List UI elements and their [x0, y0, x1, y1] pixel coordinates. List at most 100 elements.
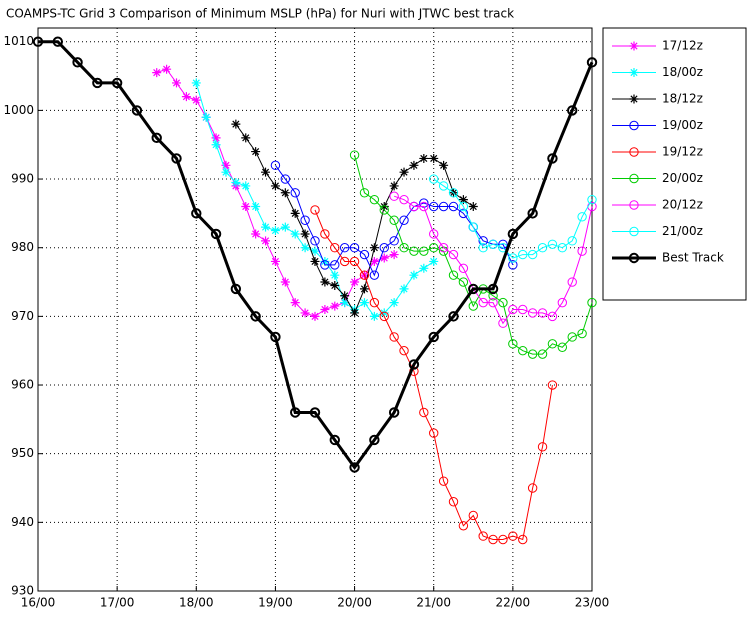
- legend-label: 21/00z: [662, 224, 703, 238]
- marker: [389, 236, 399, 246]
- marker: [251, 202, 261, 212]
- marker: [32, 36, 44, 47]
- marker: [429, 428, 439, 438]
- marker: [567, 277, 577, 287]
- marker: [261, 167, 271, 177]
- marker: [359, 298, 369, 308]
- marker: [448, 497, 459, 507]
- legend-marker: [629, 94, 639, 104]
- marker: [448, 270, 459, 280]
- marker: [290, 208, 300, 218]
- y-tick-label: 990: [11, 172, 34, 186]
- marker: [488, 239, 498, 249]
- marker: [448, 201, 459, 212]
- marker: [251, 147, 261, 157]
- marker: [230, 283, 242, 295]
- legend-marker: [629, 41, 639, 51]
- marker: [399, 215, 409, 225]
- marker: [379, 253, 389, 263]
- marker: [111, 77, 123, 89]
- marker: [567, 105, 578, 116]
- marker: [438, 181, 449, 191]
- marker: [458, 263, 469, 274]
- marker: [498, 534, 508, 545]
- marker: [261, 222, 271, 232]
- x-tick-label: 23/00: [575, 596, 610, 610]
- legend-box: [602, 27, 747, 301]
- marker: [350, 308, 360, 318]
- marker: [310, 256, 320, 266]
- marker: [537, 243, 548, 253]
- marker: [349, 150, 360, 160]
- marker: [537, 308, 548, 318]
- marker: [468, 202, 478, 212]
- marker: [379, 308, 389, 318]
- marker: [567, 236, 577, 246]
- marker: [518, 345, 528, 356]
- marker: [389, 215, 399, 225]
- marker: [330, 270, 340, 280]
- marker: [448, 311, 459, 322]
- marker: [468, 510, 478, 521]
- y-tick-label: 1010: [3, 34, 34, 48]
- marker: [508, 304, 518, 315]
- marker: [379, 311, 389, 322]
- marker: [300, 215, 310, 225]
- x-tick-label: 16/00: [21, 596, 56, 610]
- marker: [508, 339, 518, 349]
- y-tick-label: 930: [11, 584, 34, 598]
- marker: [320, 260, 330, 270]
- marker: [270, 160, 281, 171]
- marker: [557, 243, 568, 253]
- marker: [478, 243, 488, 253]
- marker: [181, 92, 191, 102]
- legend-label: 18/00z: [662, 65, 703, 79]
- marker: [231, 177, 241, 187]
- y-tick-label: 970: [11, 309, 34, 323]
- marker: [518, 304, 528, 315]
- marker: [547, 339, 558, 349]
- marker: [369, 297, 380, 308]
- marker: [300, 229, 310, 239]
- marker: [587, 194, 597, 205]
- marker: [567, 332, 577, 342]
- marker: [508, 253, 518, 263]
- marker: [369, 194, 380, 205]
- legend-label: 19/12z: [662, 145, 703, 159]
- marker: [359, 249, 370, 260]
- marker: [270, 181, 280, 191]
- marker: [290, 407, 301, 418]
- marker: [359, 188, 370, 198]
- marker: [399, 194, 409, 205]
- marker: [270, 256, 280, 266]
- marker: [329, 434, 340, 446]
- marker: [359, 270, 370, 280]
- marker: [172, 78, 181, 88]
- marker: [408, 359, 420, 370]
- marker: [340, 298, 350, 308]
- x-tick-label: 19/00: [258, 596, 293, 610]
- legend-label: Best Track: [662, 251, 724, 265]
- marker: [488, 534, 498, 545]
- marker: [221, 167, 231, 177]
- marker: [320, 305, 330, 314]
- marker: [429, 229, 439, 239]
- marker: [399, 167, 409, 177]
- marker: [131, 105, 143, 116]
- marker: [488, 297, 498, 308]
- legend-marker: [629, 173, 639, 184]
- y-tick-label: 1000: [3, 103, 34, 117]
- marker: [389, 298, 399, 308]
- marker: [478, 531, 488, 541]
- marker: [280, 222, 290, 232]
- marker: [586, 57, 598, 68]
- marker: [359, 284, 369, 294]
- marker: [389, 332, 399, 342]
- marker: [468, 222, 478, 232]
- marker: [241, 133, 251, 143]
- marker: [379, 202, 389, 212]
- marker: [409, 160, 419, 170]
- legend-marker: [628, 252, 640, 264]
- series-line: [354, 154, 593, 355]
- legend-marker: [629, 226, 639, 237]
